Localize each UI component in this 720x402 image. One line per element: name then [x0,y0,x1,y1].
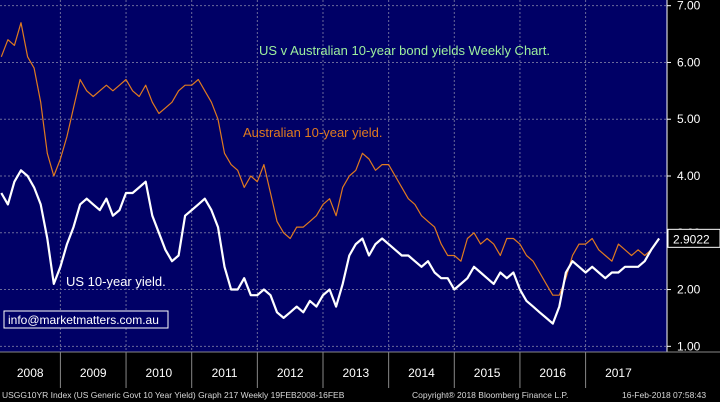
x-tick-label: 2011 [212,366,238,380]
x-tick-label: 2015 [474,366,501,380]
y-axis-panel [667,0,720,352]
y-tick-label: 2.00 [677,283,701,297]
y-tick-label: 4.00 [677,169,701,183]
footer-copyright: Copyright® 2018 Bloomberg Finance L.P. [412,390,569,400]
y-tick-label: 1.00 [677,339,701,353]
x-tick-label: 2010 [146,366,173,380]
australian-yield-line [0,22,660,296]
chart-title: US v Australian 10-year bond yields Week… [259,43,550,58]
australian-series-label: Australian 10-year yield. [243,125,382,140]
x-tick-label: 2009 [80,366,107,380]
x-tick-label: 2014 [408,366,435,380]
us-series-label: US 10-year yield. [66,274,166,289]
us-yield-line [0,169,661,325]
last-value-box [667,228,720,248]
footer-source: USGG10YR Index (US Generic Govt 10 Year … [2,390,345,400]
chart-footer: USGG10YR Index (US Generic Govt 10 Year … [0,388,720,402]
x-axis-panel [0,352,720,388]
bond-yield-chart: 7.006.005.004.003.002.001.00200820092010… [0,0,720,388]
footer-timestamp: 16-Feb-2018 07:58:43 [622,390,707,400]
last-value-label: 2.9022 [673,232,710,246]
y-tick-label: 6.00 [677,55,701,69]
x-tick-label: 2013 [342,366,369,380]
y-tick-label: 7.00 [677,0,701,13]
x-tick-label: 2008 [17,366,44,380]
x-tick-label: 2016 [539,366,566,380]
x-tick-label: 2017 [605,366,632,380]
x-tick-label: 2012 [277,366,304,380]
y-tick-label: 5.00 [677,112,701,126]
watermark-text: info@marketmatters.com.au [8,313,159,327]
watermark-box [3,310,169,329]
